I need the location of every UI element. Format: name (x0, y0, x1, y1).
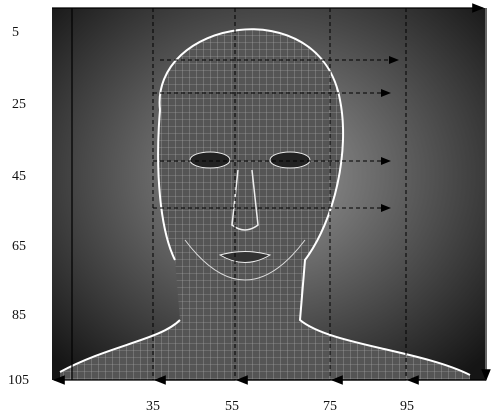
figure: 5 25 45 65 85 105 35 55 75 95 (0, 0, 492, 419)
y-labels: 5 25 45 65 85 105 (8, 25, 29, 388)
x-label: 75 (323, 399, 337, 414)
y-label: 105 (8, 373, 29, 388)
x-labels: 35 55 75 95 (146, 399, 414, 414)
y-label: 45 (12, 169, 26, 184)
x-label: 95 (400, 399, 414, 414)
page: {"axes": {"y_labels": ["5", "25", "45", … (0, 0, 492, 419)
face-image (52, 8, 485, 380)
y-label: 5 (12, 25, 19, 40)
y-label: 25 (12, 97, 26, 112)
x-label: 35 (146, 399, 160, 414)
y-label: 85 (12, 308, 26, 323)
x-label: 55 (225, 399, 239, 414)
y-label: 65 (12, 239, 26, 254)
